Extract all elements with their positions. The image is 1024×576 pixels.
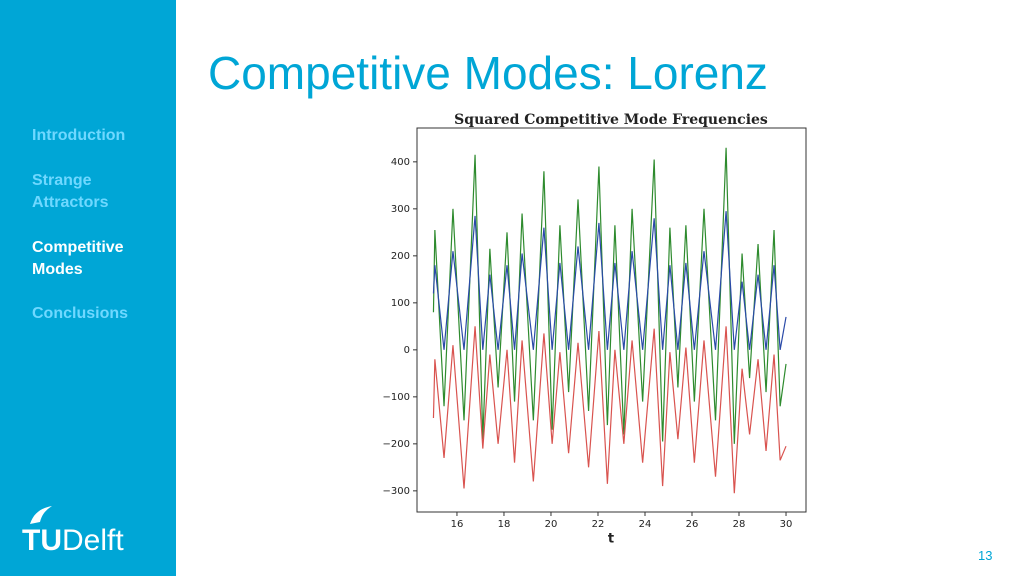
x-tick-label: 26 (686, 519, 699, 530)
series-line (432, 211, 787, 350)
logo-delft: Delft (62, 524, 124, 557)
x-tick-label: 24 (639, 519, 652, 530)
nav-item[interactable]: Competitive Modes (32, 239, 124, 278)
slide-title: Competitive Modes: Lorenz (208, 47, 768, 99)
y-tick-label: 200 (391, 251, 410, 262)
nav-item[interactable]: Conclusions (32, 305, 129, 322)
y-tick-label: 300 (391, 204, 410, 215)
plot-frame (416, 127, 807, 513)
nav-item[interactable]: Strange Attractors (32, 172, 109, 211)
x-tick-label: 18 (498, 519, 511, 530)
y-tick-label: 0 (404, 345, 410, 356)
page-number: 13 (978, 548, 993, 563)
chart: Squared Competitive Mode Frequencies t −… (383, 112, 807, 547)
y-tick-label: −300 (383, 486, 410, 497)
x-axis-label: t (608, 532, 614, 547)
logo-tu: TU (22, 524, 62, 557)
x-tick-label: 22 (592, 519, 605, 530)
series-line (432, 326, 787, 494)
y-tick-label: 100 (391, 298, 410, 309)
y-tick-label: 400 (391, 157, 410, 168)
logo-flame (30, 506, 52, 524)
x-tick-label: 16 (451, 519, 464, 530)
x-tick-label: 20 (545, 519, 558, 530)
nav-item[interactable]: Introduction (32, 127, 126, 144)
sidebar: Introduction Strange Attractors Competit… (0, 0, 176, 576)
y-tick-label: −100 (383, 392, 410, 403)
series-line (432, 147, 787, 444)
y-tick-label: −200 (383, 439, 410, 450)
x-tick-label: 30 (780, 519, 793, 530)
chart-title: Squared Competitive Mode Frequencies (454, 112, 768, 128)
logo: TUDelft (22, 524, 124, 558)
x-tick-label: 28 (733, 519, 746, 530)
